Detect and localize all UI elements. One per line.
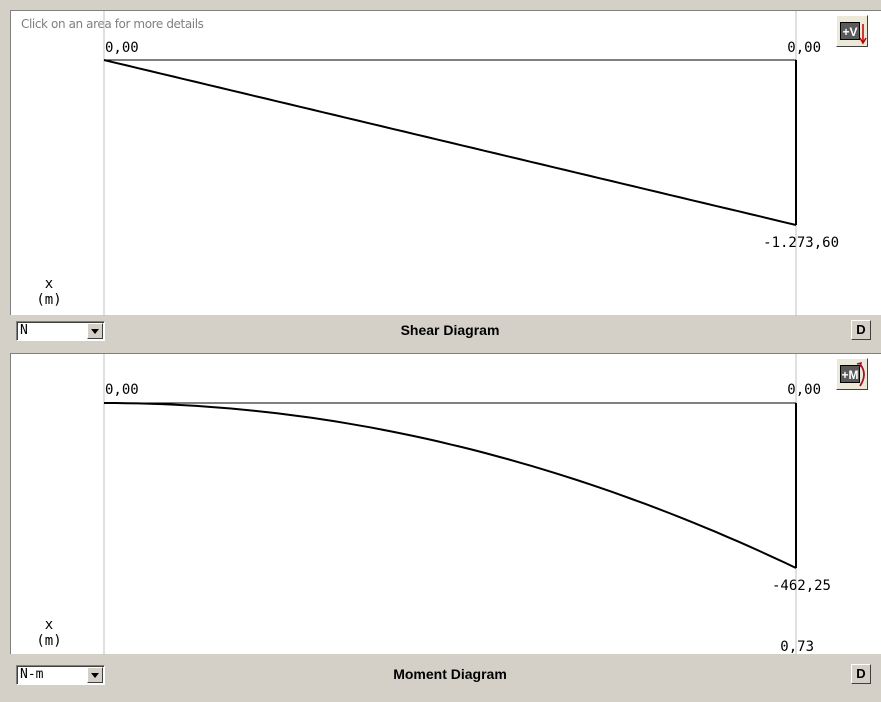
axis-x-label: x xyxy=(44,617,54,633)
moment-axis-label: x (m) xyxy=(29,617,69,649)
x-end-tick-label: 0,73 xyxy=(780,639,814,655)
shear-diagram-chart[interactable]: 0,00 0,00 -1.273,60 xyxy=(11,11,881,316)
shear-axis-label: x (m) xyxy=(29,276,69,308)
moment-start-label: 0,00 xyxy=(105,382,139,398)
unit-value: N-m xyxy=(20,667,44,682)
sign-label: +M xyxy=(840,365,860,383)
shear-unit-select[interactable]: N xyxy=(16,321,105,341)
shear-end-top-label: 0,00 xyxy=(787,40,821,56)
moment-curve xyxy=(104,402,797,569)
moment-unit-select[interactable]: N-m xyxy=(16,665,105,685)
shear-start-label: 0,00 xyxy=(105,40,139,56)
axis-unit-label: (m) xyxy=(36,633,62,649)
moment-end-value-label: -462,25 xyxy=(772,578,831,594)
moment-diagram-panel[interactable]: 0,00 0,00 -462,25 0,73 x (m) +M xyxy=(10,353,881,655)
axis-unit-label: (m) xyxy=(36,292,62,308)
chevron-down-icon xyxy=(91,329,99,334)
moment-sign-convention-button[interactable]: +M xyxy=(836,358,868,390)
axis-x-label: x xyxy=(44,276,54,292)
shear-diagram-panel[interactable]: Click on an area for more details 0,00 0… xyxy=(10,10,881,316)
dropdown-button[interactable] xyxy=(87,323,103,339)
moment-end-top-label: 0,00 xyxy=(787,382,821,398)
shear-end-value-label: -1.273,60 xyxy=(763,235,839,251)
moment-toolbar: N-m Moment Diagram D xyxy=(10,660,881,688)
sign-label: +V xyxy=(840,22,860,40)
down-arrow-icon xyxy=(859,24,867,45)
unit-value: N xyxy=(20,323,28,338)
shear-toolbar: N Shear Diagram D xyxy=(10,316,881,344)
shear-d-button[interactable]: D xyxy=(851,320,871,340)
shear-diagram-title: Shear Diagram xyxy=(400,322,500,338)
moment-arrow-icon xyxy=(856,361,865,387)
moment-diagram-chart[interactable]: 0,00 0,00 -462,25 0,73 xyxy=(11,354,881,655)
shear-curve xyxy=(103,59,797,226)
moment-diagram-title: Moment Diagram xyxy=(393,666,507,682)
hint-text: Click on an area for more details xyxy=(21,17,204,31)
dropdown-button[interactable] xyxy=(87,667,103,683)
chevron-down-icon xyxy=(91,673,99,678)
moment-d-button[interactable]: D xyxy=(851,664,871,684)
shear-sign-convention-button[interactable]: +V xyxy=(836,15,868,47)
